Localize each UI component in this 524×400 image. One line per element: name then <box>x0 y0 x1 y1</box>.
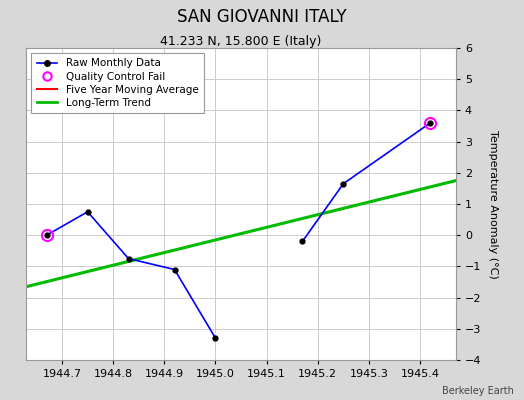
Title: 41.233 N, 15.800 E (Italy): 41.233 N, 15.800 E (Italy) <box>160 35 322 48</box>
Text: SAN GIOVANNI ITALY: SAN GIOVANNI ITALY <box>177 8 347 26</box>
Text: Berkeley Earth: Berkeley Earth <box>442 386 514 396</box>
Legend: Raw Monthly Data, Quality Control Fail, Five Year Moving Average, Long-Term Tren: Raw Monthly Data, Quality Control Fail, … <box>31 53 204 113</box>
Y-axis label: Temperature Anomaly (°C): Temperature Anomaly (°C) <box>488 130 498 278</box>
